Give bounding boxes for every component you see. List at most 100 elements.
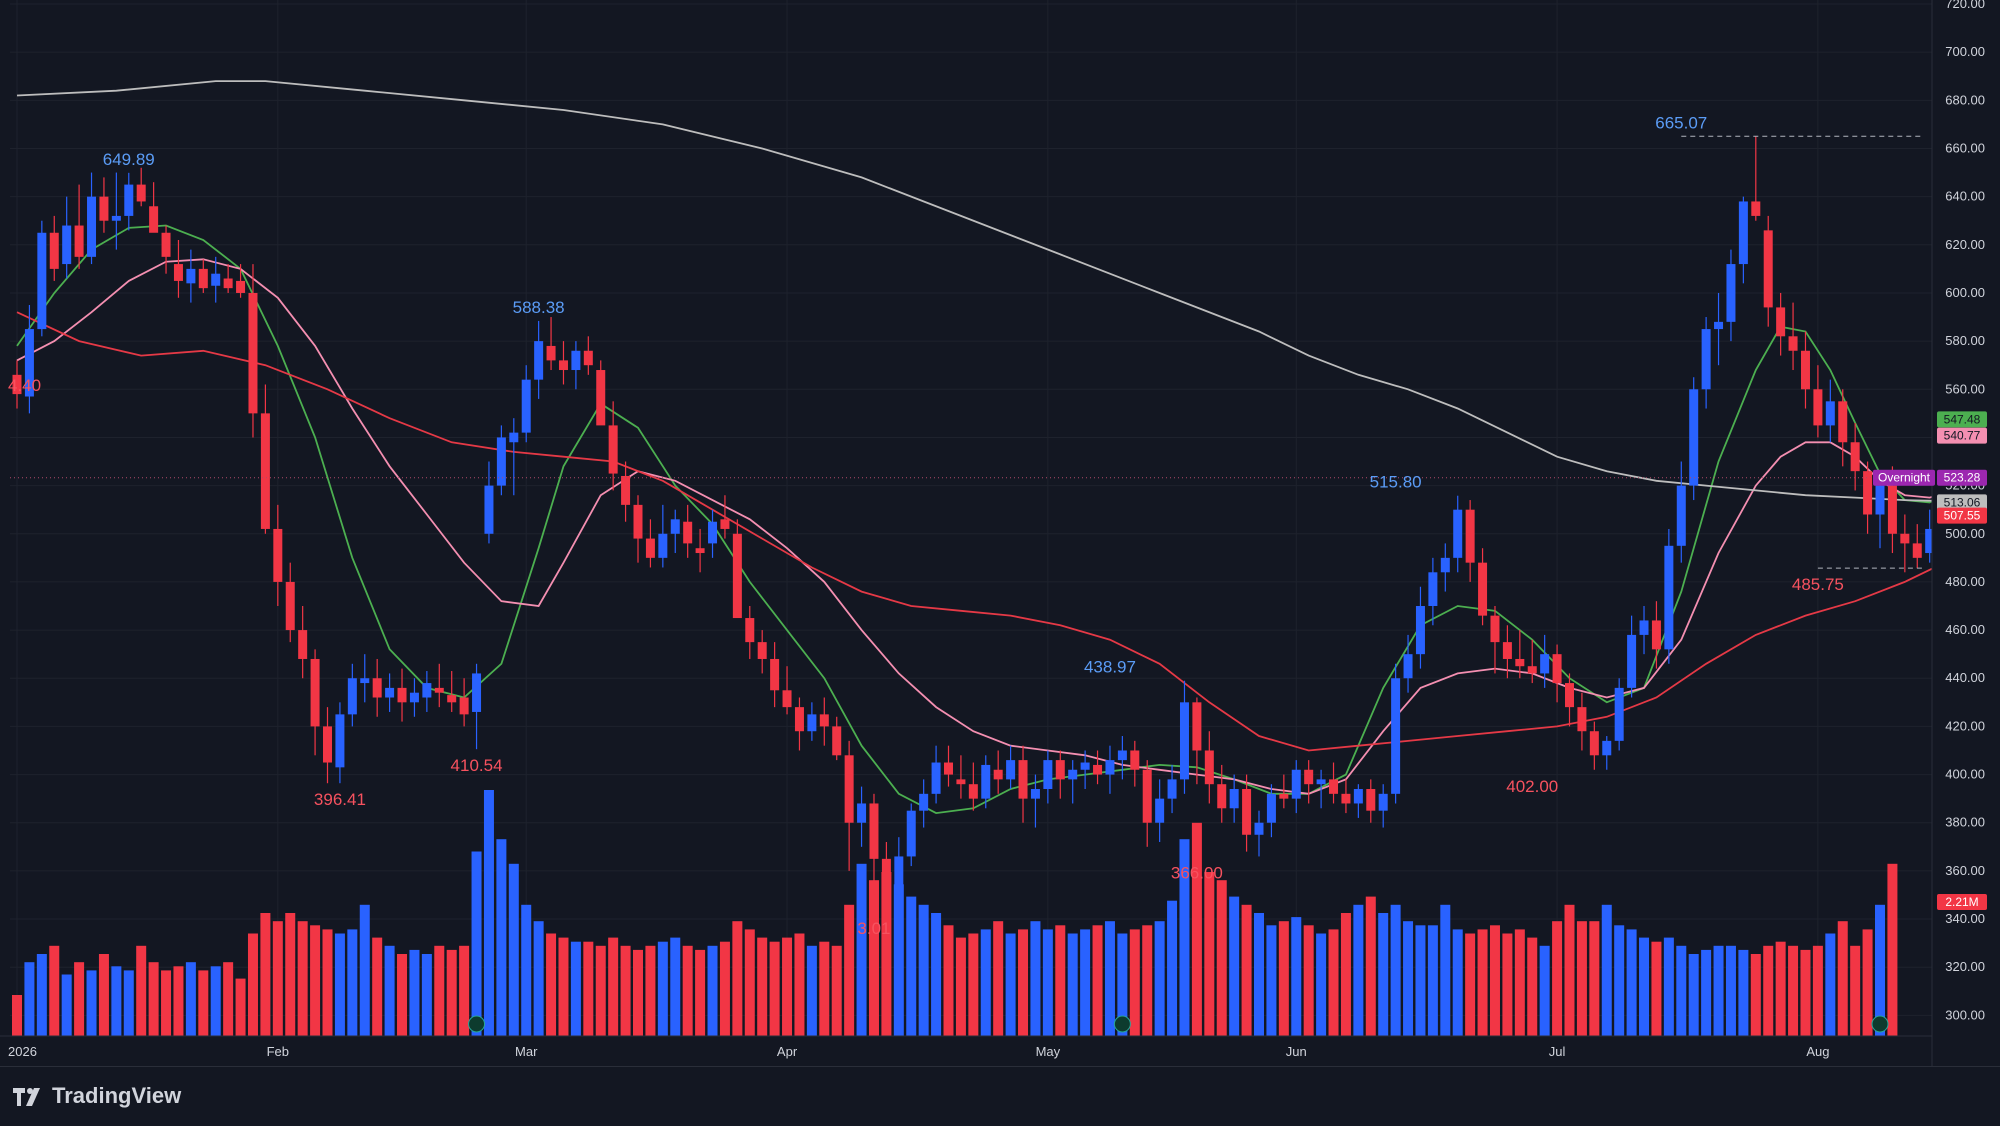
candle[interactable] <box>559 341 568 384</box>
candle[interactable] <box>1689 377 1698 500</box>
candle[interactable] <box>50 216 59 281</box>
candle[interactable] <box>1577 693 1586 751</box>
candle[interactable] <box>1130 741 1139 787</box>
candle[interactable] <box>770 642 779 707</box>
candle[interactable] <box>1900 515 1909 573</box>
candle[interactable] <box>1416 587 1425 669</box>
candle[interactable] <box>1764 216 1773 327</box>
candle[interactable] <box>1366 779 1375 822</box>
brand[interactable]: TradingView <box>12 1083 181 1109</box>
candle[interactable] <box>509 418 518 495</box>
candle[interactable] <box>25 305 34 413</box>
candle[interactable] <box>571 341 580 389</box>
candle[interactable] <box>944 746 953 787</box>
candle[interactable] <box>994 750 1003 793</box>
candle[interactable] <box>174 240 183 298</box>
candle[interactable] <box>1155 779 1164 842</box>
candle[interactable] <box>646 519 655 567</box>
candle[interactable] <box>1739 197 1748 284</box>
candle[interactable] <box>236 264 245 298</box>
candle[interactable] <box>621 462 630 522</box>
candle[interactable] <box>199 259 208 293</box>
candle[interactable] <box>1652 601 1661 668</box>
candle[interactable] <box>1292 760 1301 813</box>
candle[interactable] <box>1528 640 1537 683</box>
candle[interactable] <box>311 649 320 755</box>
candle[interactable] <box>224 264 233 293</box>
candle[interactable] <box>832 717 841 760</box>
candle[interactable] <box>398 669 407 722</box>
candle[interactable] <box>62 197 71 279</box>
candle[interactable] <box>385 673 394 712</box>
candle[interactable] <box>1838 389 1847 466</box>
candle[interactable] <box>956 755 965 798</box>
candle[interactable] <box>1602 736 1611 770</box>
candle[interactable] <box>261 384 270 533</box>
candle[interactable] <box>1118 736 1127 779</box>
candle[interactable] <box>99 177 108 232</box>
candle[interactable] <box>1478 548 1487 625</box>
candle[interactable] <box>137 168 146 207</box>
candle[interactable] <box>1043 750 1052 803</box>
candle[interactable] <box>720 495 729 538</box>
candle[interactable] <box>1205 731 1214 803</box>
candle[interactable] <box>1056 750 1065 798</box>
candle[interactable] <box>907 803 916 866</box>
candle[interactable] <box>708 510 717 558</box>
candles[interactable] <box>13 136 2000 943</box>
candle[interactable] <box>1192 698 1201 785</box>
candle[interactable] <box>1143 760 1152 847</box>
candle[interactable] <box>1677 462 1686 563</box>
candle[interactable] <box>1627 616 1636 698</box>
earnings-marker-icon[interactable] <box>1114 1016 1130 1032</box>
candle[interactable] <box>186 250 195 303</box>
candle[interactable] <box>596 360 605 425</box>
candle[interactable] <box>1714 293 1723 365</box>
candle[interactable] <box>422 671 431 712</box>
earnings-marker-icon[interactable] <box>469 1016 485 1032</box>
candle[interactable] <box>745 606 754 659</box>
candle[interactable] <box>75 185 84 269</box>
candle[interactable] <box>273 505 282 606</box>
candle[interactable] <box>733 519 742 618</box>
candle[interactable] <box>1490 606 1499 673</box>
candle[interactable] <box>472 664 481 749</box>
candle[interactable] <box>547 317 556 370</box>
candle[interactable] <box>683 505 692 558</box>
candle[interactable] <box>1105 746 1114 794</box>
candle[interactable] <box>1068 760 1077 803</box>
candle[interactable] <box>124 173 133 231</box>
candle[interactable] <box>1391 664 1400 804</box>
candle[interactable] <box>696 529 705 572</box>
candle[interactable] <box>1863 462 1872 534</box>
candle[interactable] <box>323 707 332 783</box>
candle[interactable] <box>807 702 816 741</box>
candle[interactable] <box>1553 645 1562 703</box>
candle[interactable] <box>360 654 369 702</box>
candle[interactable] <box>1255 811 1264 857</box>
candle[interactable] <box>1615 678 1624 750</box>
candle[interactable] <box>1230 775 1239 823</box>
candle[interactable] <box>447 671 456 712</box>
candle[interactable] <box>671 510 680 553</box>
candle[interactable] <box>634 495 643 562</box>
candle[interactable] <box>658 505 667 568</box>
candle[interactable] <box>37 221 46 337</box>
earnings-marker-icon[interactable] <box>1872 1016 1888 1032</box>
candle[interactable] <box>435 664 444 707</box>
candle[interactable] <box>869 794 878 895</box>
candle[interactable] <box>1776 293 1785 356</box>
candle[interactable] <box>335 702 344 783</box>
candle[interactable] <box>857 787 866 847</box>
candle[interactable] <box>1702 317 1711 409</box>
candle[interactable] <box>373 659 382 717</box>
candle[interactable] <box>1466 500 1475 582</box>
candle[interactable] <box>969 763 978 811</box>
candle[interactable] <box>1813 365 1822 437</box>
candle[interactable] <box>1726 250 1735 342</box>
candle[interactable] <box>484 462 493 544</box>
candle[interactable] <box>1664 529 1673 664</box>
candle[interactable] <box>298 606 307 678</box>
candle[interactable] <box>497 425 506 495</box>
